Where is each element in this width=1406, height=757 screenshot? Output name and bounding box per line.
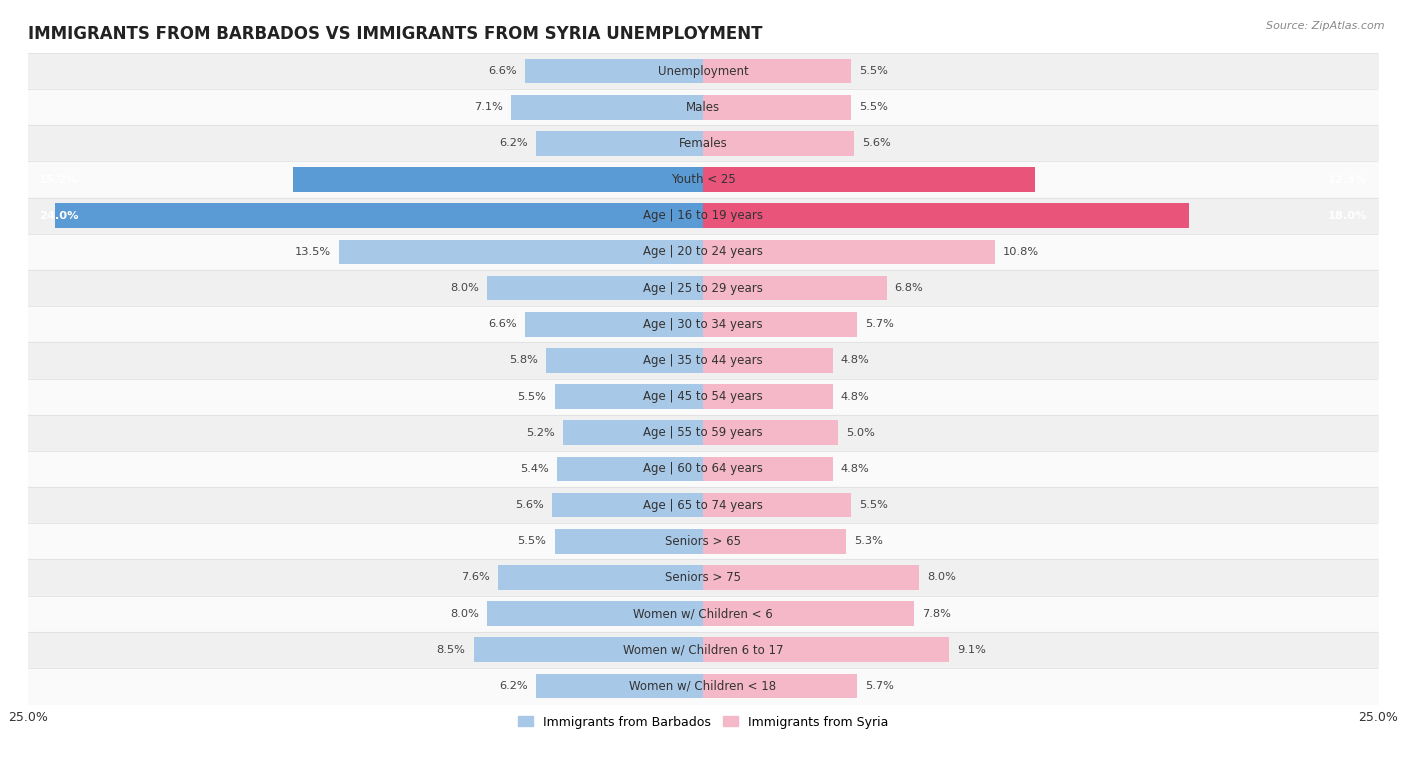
Text: Source: ZipAtlas.com: Source: ZipAtlas.com	[1267, 21, 1385, 31]
Text: Males: Males	[686, 101, 720, 114]
Text: Age | 35 to 44 years: Age | 35 to 44 years	[643, 354, 763, 367]
Bar	[536, 674, 703, 698]
Text: 5.6%: 5.6%	[862, 139, 891, 148]
Text: 5.5%: 5.5%	[859, 500, 889, 510]
Bar	[512, 95, 703, 120]
Text: Unemployment: Unemployment	[658, 64, 748, 77]
Bar	[339, 240, 703, 264]
Bar	[703, 565, 920, 590]
Bar	[703, 95, 852, 120]
Text: 5.0%: 5.0%	[846, 428, 875, 438]
Text: 9.1%: 9.1%	[956, 645, 986, 655]
Bar	[703, 420, 838, 445]
Text: Women w/ Children 6 to 17: Women w/ Children 6 to 17	[623, 643, 783, 656]
Text: Age | 30 to 34 years: Age | 30 to 34 years	[643, 318, 763, 331]
Text: Seniors > 75: Seniors > 75	[665, 571, 741, 584]
Bar	[554, 529, 703, 553]
Bar	[524, 312, 703, 337]
Text: 7.6%: 7.6%	[461, 572, 489, 582]
Text: Age | 55 to 59 years: Age | 55 to 59 years	[643, 426, 763, 439]
Text: 8.5%: 8.5%	[437, 645, 465, 655]
Text: Age | 20 to 24 years: Age | 20 to 24 years	[643, 245, 763, 258]
Text: Age | 65 to 74 years: Age | 65 to 74 years	[643, 499, 763, 512]
Bar	[55, 204, 703, 228]
Bar	[703, 59, 852, 83]
Bar	[703, 385, 832, 409]
Text: 24.0%: 24.0%	[39, 210, 79, 221]
Text: 15.2%: 15.2%	[39, 175, 79, 185]
Text: Females: Females	[679, 137, 727, 150]
Text: 5.5%: 5.5%	[517, 391, 547, 401]
Bar	[703, 529, 846, 553]
Text: Age | 16 to 19 years: Age | 16 to 19 years	[643, 209, 763, 223]
Bar	[547, 348, 703, 372]
Text: Women w/ Children < 6: Women w/ Children < 6	[633, 607, 773, 620]
Text: 12.3%: 12.3%	[1327, 175, 1367, 185]
Bar	[486, 601, 703, 626]
Text: 5.7%: 5.7%	[865, 681, 894, 691]
Text: 6.2%: 6.2%	[499, 681, 527, 691]
Text: 13.5%: 13.5%	[294, 247, 330, 257]
Text: 5.6%: 5.6%	[515, 500, 544, 510]
Text: 5.5%: 5.5%	[859, 102, 889, 112]
Text: 7.8%: 7.8%	[922, 609, 950, 618]
Text: 4.8%: 4.8%	[841, 464, 869, 474]
Bar	[703, 312, 856, 337]
Bar	[536, 131, 703, 156]
Bar	[703, 674, 856, 698]
Text: 10.8%: 10.8%	[1002, 247, 1039, 257]
Bar	[703, 167, 1035, 192]
Text: Seniors > 65: Seniors > 65	[665, 534, 741, 548]
Text: Age | 45 to 54 years: Age | 45 to 54 years	[643, 390, 763, 403]
Text: 4.8%: 4.8%	[841, 356, 869, 366]
Text: 6.2%: 6.2%	[499, 139, 527, 148]
Bar	[703, 348, 832, 372]
Text: 4.8%: 4.8%	[841, 391, 869, 401]
Bar	[703, 456, 832, 481]
Bar	[474, 637, 703, 662]
Text: Youth < 25: Youth < 25	[671, 173, 735, 186]
Text: 7.1%: 7.1%	[474, 102, 503, 112]
Text: 5.8%: 5.8%	[509, 356, 538, 366]
Text: IMMIGRANTS FROM BARBADOS VS IMMIGRANTS FROM SYRIA UNEMPLOYMENT: IMMIGRANTS FROM BARBADOS VS IMMIGRANTS F…	[28, 25, 762, 43]
Text: 5.7%: 5.7%	[865, 319, 894, 329]
Text: 8.0%: 8.0%	[927, 572, 956, 582]
Bar	[562, 420, 703, 445]
Bar	[703, 601, 914, 626]
Bar	[703, 240, 994, 264]
Bar	[703, 131, 855, 156]
Bar	[703, 276, 887, 301]
Bar	[486, 276, 703, 301]
Bar	[551, 493, 703, 517]
Legend: Immigrants from Barbados, Immigrants from Syria: Immigrants from Barbados, Immigrants fro…	[513, 711, 893, 734]
Text: 6.6%: 6.6%	[488, 66, 517, 76]
Text: 5.2%: 5.2%	[526, 428, 554, 438]
Text: 8.0%: 8.0%	[450, 283, 479, 293]
Text: 18.0%: 18.0%	[1327, 210, 1367, 221]
Bar	[557, 456, 703, 481]
Text: 5.3%: 5.3%	[855, 536, 883, 547]
Text: 5.5%: 5.5%	[859, 66, 889, 76]
Text: Age | 60 to 64 years: Age | 60 to 64 years	[643, 463, 763, 475]
Text: Women w/ Children < 18: Women w/ Children < 18	[630, 680, 776, 693]
Bar	[703, 204, 1189, 228]
Text: 6.6%: 6.6%	[488, 319, 517, 329]
Bar	[703, 493, 852, 517]
Bar	[524, 59, 703, 83]
Text: 6.8%: 6.8%	[894, 283, 924, 293]
Bar	[554, 385, 703, 409]
Bar	[292, 167, 703, 192]
Text: 5.4%: 5.4%	[520, 464, 550, 474]
Text: 5.5%: 5.5%	[517, 536, 547, 547]
Bar	[703, 637, 949, 662]
Bar	[498, 565, 703, 590]
Text: 8.0%: 8.0%	[450, 609, 479, 618]
Text: Age | 25 to 29 years: Age | 25 to 29 years	[643, 282, 763, 294]
